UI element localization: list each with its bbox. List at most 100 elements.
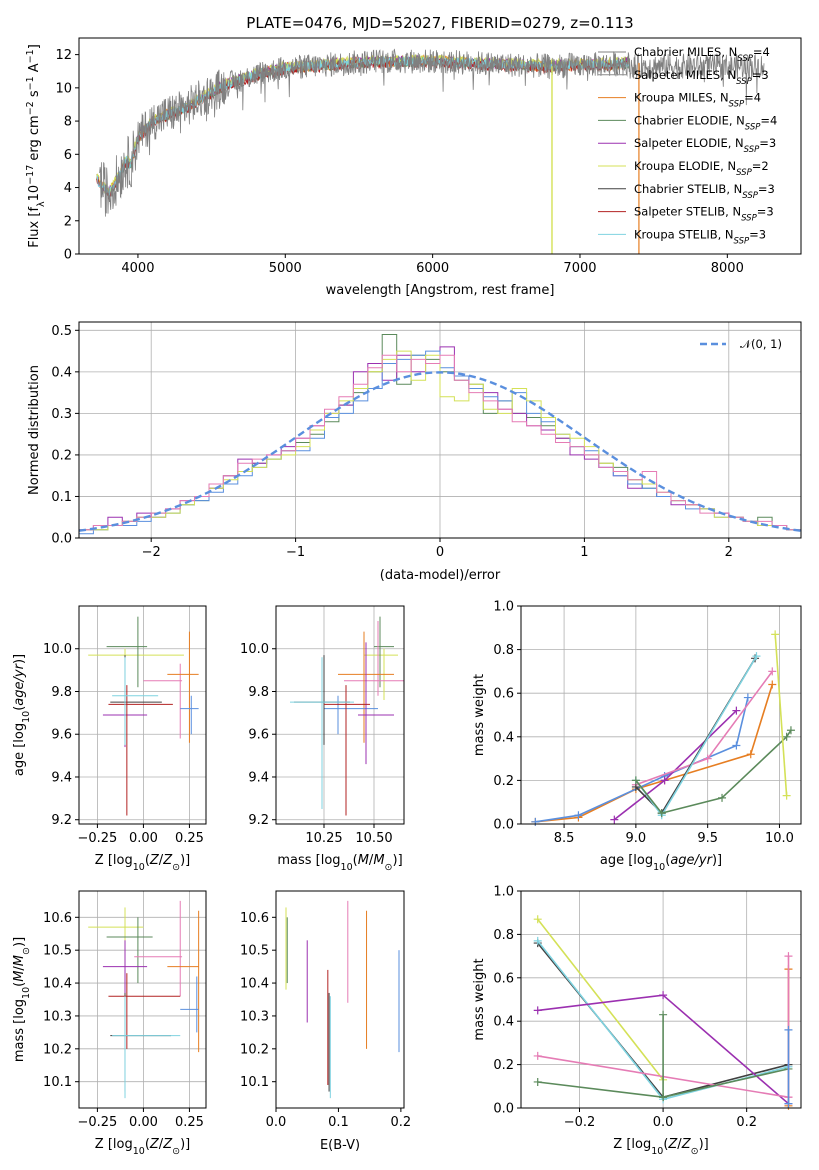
panel-spectrum: 4000 5000 6000 7000 8000 0 2 4 6 8 10 12 wavelength …: [25, 37, 802, 298]
label-part: 10: [341, 862, 353, 873]
label-part: Z: [162, 1137, 173, 1152]
legend-count: =4: [753, 45, 770, 59]
label-part: age [log: [12, 723, 27, 776]
y-tick-label: 12: [55, 48, 72, 63]
plus-marker: [659, 1093, 668, 1102]
label-part: ]: [27, 44, 42, 49]
error-cross: [112, 657, 159, 745]
x-tick-label: 6000: [416, 261, 449, 276]
error-cross: [110, 992, 172, 1092]
error-cross: [374, 616, 394, 688]
legend-sub: SSP: [736, 168, 752, 178]
label-part: (: [145, 1137, 150, 1152]
legend-name: Salpeter MILES, N: [634, 68, 736, 82]
error-cross: [108, 973, 181, 1049]
weight-line: [774, 634, 788, 796]
y-tick-label: 4: [64, 181, 72, 196]
legend-count: =4: [744, 91, 761, 105]
x-tick-label: 0.00: [129, 831, 158, 846]
legend-name: Kroupa ELODIE, N: [634, 159, 736, 173]
axes-frame: [275, 605, 405, 825]
plus-marker: [533, 1006, 542, 1015]
plus-marker: [659, 991, 668, 1000]
weight-line: [537, 918, 664, 1081]
error-cross: [134, 900, 183, 997]
y-axis-label: mass [log10(M/M⊙)]: [12, 937, 32, 1062]
x-axis-label: Z [log10(Z/Z⊙)]: [95, 1137, 190, 1157]
legend-name: Chabrier ELODIE, N: [634, 113, 745, 127]
legend-sub: SSP: [745, 122, 761, 132]
label-part: )]: [699, 1137, 709, 1152]
plus-marker: [531, 817, 540, 826]
x-tick-label: 10.25: [305, 831, 342, 846]
x-axis-label: mass [log10(M/M⊙)]: [277, 853, 402, 873]
error-cross: [110, 655, 162, 745]
label-part: M: [12, 955, 27, 966]
legend-name: Chabrier STELIB, N: [634, 182, 742, 196]
legend-name: Kroupa STELIB, N: [634, 227, 734, 241]
label-part: ⊙: [691, 1146, 699, 1157]
label-part: Z: [162, 853, 173, 868]
legend-sub: SSP: [734, 236, 750, 246]
axes-frame: [78, 890, 207, 1109]
label-part: Z: [149, 1137, 160, 1152]
legend-entry: Kroupa ELODIE, NSSP=2: [634, 159, 769, 178]
x-tick-label: 0: [436, 545, 444, 560]
legend-entry: Salpeter MILES, NSSP=3: [634, 68, 769, 87]
plus-marker: [768, 680, 777, 689]
label-part: 10: [133, 862, 145, 873]
plus-marker: [784, 1025, 793, 1034]
panel-massweight-vs-Z: −0.2 0.0 0.20.00.20.40.60.81.0Z [log10(Z/Z…: [472, 885, 802, 1157]
y-tick-label: 2: [64, 214, 72, 229]
error-cross: [180, 976, 199, 1033]
legend-name: Salpeter ELODIE, N: [634, 136, 744, 150]
panel-massweight-vs-age: 8.5 9.0 9.5 10.0 0.0 0.2 0.4 0.6 0.8 1.0 age [log1…: [472, 600, 802, 873]
y-tick-label: 10.5: [43, 944, 72, 959]
x-tick-label: 0.0: [266, 1115, 287, 1130]
label-part: erg cm: [27, 115, 42, 164]
y-tick-label: 0.2: [493, 774, 514, 789]
y-tick-label: 0.8: [493, 928, 514, 943]
label-part: −17: [25, 165, 36, 185]
error-cross: [112, 996, 181, 1099]
y-tick-label: 10.1: [43, 1075, 72, 1090]
label-part: /: [159, 853, 164, 868]
plus-marker: [703, 754, 712, 763]
error-cross: [290, 657, 354, 810]
panel-age-vs-Z: −0.25 0.00 0.259.29.49.69.810.0Z [log10(Z/…: [12, 605, 207, 873]
plus-marker: [782, 791, 791, 800]
label-part: )]: [12, 937, 27, 947]
label-part: /: [677, 1137, 682, 1152]
x-axis-label: Z [log10(Z/Z⊙)]: [95, 853, 190, 873]
label-part: 10: [21, 987, 32, 999]
y-tick-label: 6: [64, 148, 72, 163]
y-tick-label: 0.5: [51, 324, 72, 339]
x-tick-label: −0.2: [564, 1115, 596, 1130]
y-tick-label: 10.0: [240, 642, 269, 657]
error-cross: [167, 910, 200, 1053]
label-part: )]: [12, 654, 27, 664]
y-tick-label: 0.8: [493, 643, 514, 658]
axes-frame: [78, 37, 802, 255]
legend-count: =3: [752, 68, 769, 82]
label-part: 10: [21, 711, 32, 723]
legend-entry: Chabrier STELIB, NSSP=3: [634, 182, 775, 201]
y-tick-label: 9.8: [248, 685, 269, 700]
y-tick-label: 0.0: [493, 818, 514, 833]
label-part: −1: [25, 76, 36, 90]
y-tick-label: 10.6: [43, 911, 72, 926]
y-tick-label: 0.0: [51, 532, 72, 547]
legend-name: Salpeter STELIB, N: [634, 205, 741, 219]
plot-area: [88, 616, 199, 816]
plus-marker: [784, 952, 793, 961]
error-cross: [180, 695, 199, 735]
x-tick-label: 0.1: [328, 1115, 349, 1130]
y-tick-label: 9.6: [248, 728, 269, 743]
plot-area: [96, 48, 765, 254]
plus-marker: [574, 811, 583, 820]
x-tick-label: −0.25: [77, 1115, 117, 1130]
data-spectrum: [99, 48, 765, 217]
label-part: (: [12, 706, 27, 711]
legend-sub: SSP: [744, 145, 760, 155]
label-part: (: [12, 982, 27, 987]
